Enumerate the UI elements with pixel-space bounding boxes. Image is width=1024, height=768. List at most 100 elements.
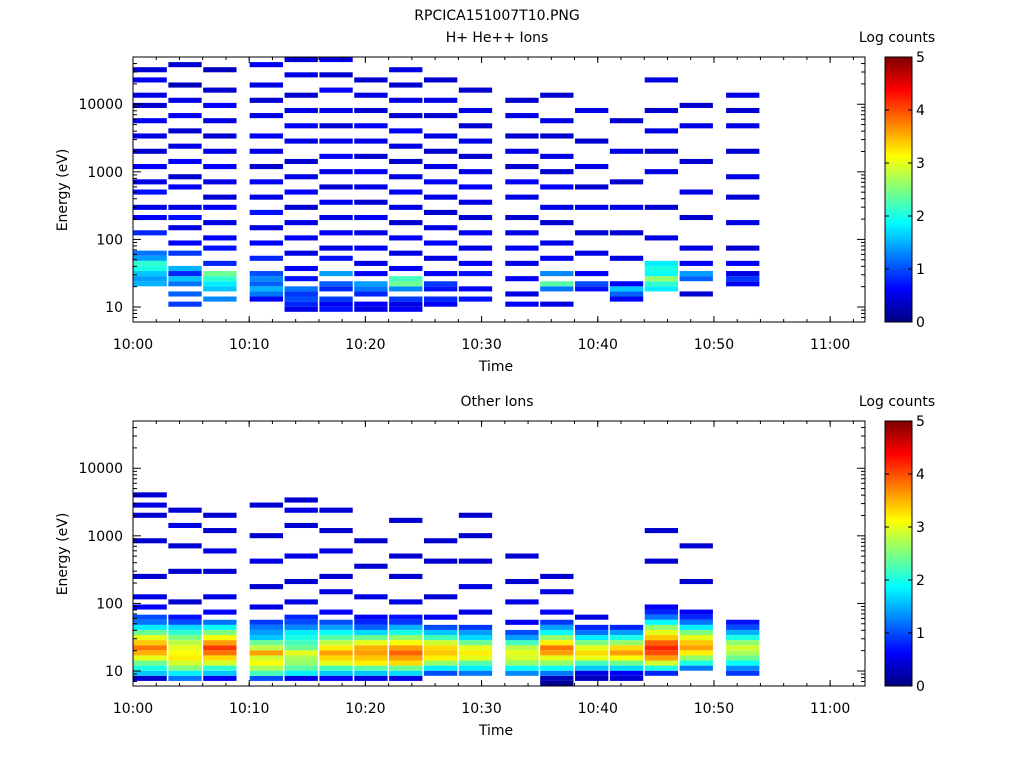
heatmap-cell	[133, 573, 167, 579]
heatmap-cell	[423, 629, 458, 636]
heatmap-cell	[284, 276, 318, 282]
heatmap-cell	[458, 558, 493, 564]
colorbar-tick-label: 4	[916, 103, 925, 119]
heatmap-cell	[505, 665, 539, 671]
heatmap-cell	[644, 614, 679, 620]
heatmap-cell	[203, 220, 237, 226]
heatmap-cell	[679, 635, 713, 641]
heatmap-cell	[423, 194, 458, 200]
heatmap-cell	[319, 670, 353, 676]
heatmap-cell	[644, 271, 679, 277]
y-tick-label: 10	[105, 664, 123, 680]
heatmap-cell	[133, 133, 167, 139]
heatmap-cell	[609, 286, 644, 292]
heatmap-cell	[644, 645, 679, 651]
heatmap-cell	[249, 225, 284, 231]
heatmap-cell	[389, 296, 423, 302]
heatmap-cell	[319, 629, 353, 636]
heatmap-cell	[354, 271, 388, 277]
heatmap-cell	[644, 286, 679, 292]
heatmap-cell	[458, 260, 493, 266]
heatmap-cell	[284, 640, 318, 646]
heatmap-cell	[284, 57, 318, 63]
heatmap-cell	[284, 665, 318, 671]
heatmap-cell	[319, 507, 353, 513]
heatmap-cell	[575, 286, 609, 292]
heatmap-cell	[354, 665, 388, 671]
heatmap-cell	[540, 204, 574, 210]
heatmap-cell	[319, 107, 353, 114]
heatmap-cell	[389, 655, 423, 661]
heatmap-cell	[133, 118, 167, 124]
heatmap-cell	[284, 138, 318, 144]
heatmap-cell	[679, 123, 713, 129]
heatmap-cell	[575, 655, 609, 661]
colorbar-label: Log counts	[859, 30, 935, 46]
heatmap-cell	[726, 148, 760, 154]
y-axis-ticks: 10 100 1000 10000	[78, 420, 865, 687]
heatmap-cell	[284, 497, 318, 503]
x-axis-ticks: 10:00 10:10 10:20 10:30 10:40 10:50 11:00	[113, 421, 854, 717]
heatmap-cell	[505, 655, 539, 661]
heatmap-cell	[644, 281, 679, 287]
heatmap-cell	[133, 204, 167, 210]
heatmap-cell	[644, 128, 679, 134]
heatmap-cell	[609, 179, 644, 185]
heatmap-cell	[168, 276, 202, 282]
x-tick-label: 10:10	[229, 337, 269, 353]
heatmap-cell	[354, 107, 388, 114]
heatmap-cell	[423, 635, 458, 641]
heatmap-cell	[354, 199, 388, 205]
heatmap-cell	[389, 174, 423, 180]
heatmap-cell	[133, 230, 167, 236]
heatmap-cell	[389, 619, 423, 625]
heatmap-cell	[168, 599, 202, 605]
panel-title: H+ He++ Ions	[446, 30, 549, 46]
heatmap-cell	[609, 660, 644, 666]
heatmap-cell	[133, 594, 167, 600]
heatmap-cell	[458, 533, 493, 539]
x-tick-label: 10:50	[694, 337, 734, 353]
heatmap-cell	[575, 107, 609, 114]
heatmap-cell	[168, 543, 202, 549]
heatmap-cell	[423, 594, 458, 600]
heatmap-cell	[540, 589, 574, 595]
heatmap-cell	[319, 640, 353, 646]
heatmap-cell	[644, 660, 679, 666]
heatmap-cell	[319, 72, 353, 78]
heatmap-cell	[505, 97, 539, 103]
heatmap-cell	[423, 97, 458, 103]
heatmap-cell	[726, 650, 760, 656]
heatmap-cell	[249, 619, 284, 625]
heatmap-cell	[168, 143, 202, 149]
x-axis-label: Time	[478, 359, 513, 375]
heatmap-cell	[505, 660, 539, 666]
heatmap-cell	[168, 568, 202, 574]
heatmap-cell	[249, 179, 284, 185]
heatmap-cell	[354, 640, 388, 646]
heatmap-cell	[284, 645, 318, 651]
heatmap-cell	[133, 102, 167, 108]
heatmap-cell	[679, 578, 713, 585]
heatmap-cell	[505, 164, 539, 170]
heatmap-cell	[575, 614, 609, 620]
x-tick-label: 10:10	[229, 701, 269, 717]
heatmap-cell	[575, 645, 609, 651]
x-axis-ticks: 10:00 10:10 10:20 10:30 10:40 10:50 11:00	[113, 57, 854, 353]
heatmap-cell	[203, 164, 237, 170]
heatmap-cell	[319, 57, 353, 63]
heatmap-cell	[284, 235, 318, 241]
heatmap-cell	[389, 306, 423, 312]
heatmap-cell	[168, 271, 202, 277]
heatmap-cell	[284, 655, 318, 661]
heatmap-cell	[423, 640, 458, 646]
heatmap-cell	[249, 670, 284, 676]
heatmap-cell	[540, 609, 574, 615]
heatmap-cell	[458, 296, 493, 302]
heatmap-cell	[249, 240, 284, 246]
heatmap-cell	[319, 548, 353, 554]
heatmap-cell	[458, 230, 493, 236]
heatmap-cell	[540, 184, 574, 190]
heatmap-cell	[423, 113, 458, 119]
heatmap-cell	[458, 214, 493, 221]
